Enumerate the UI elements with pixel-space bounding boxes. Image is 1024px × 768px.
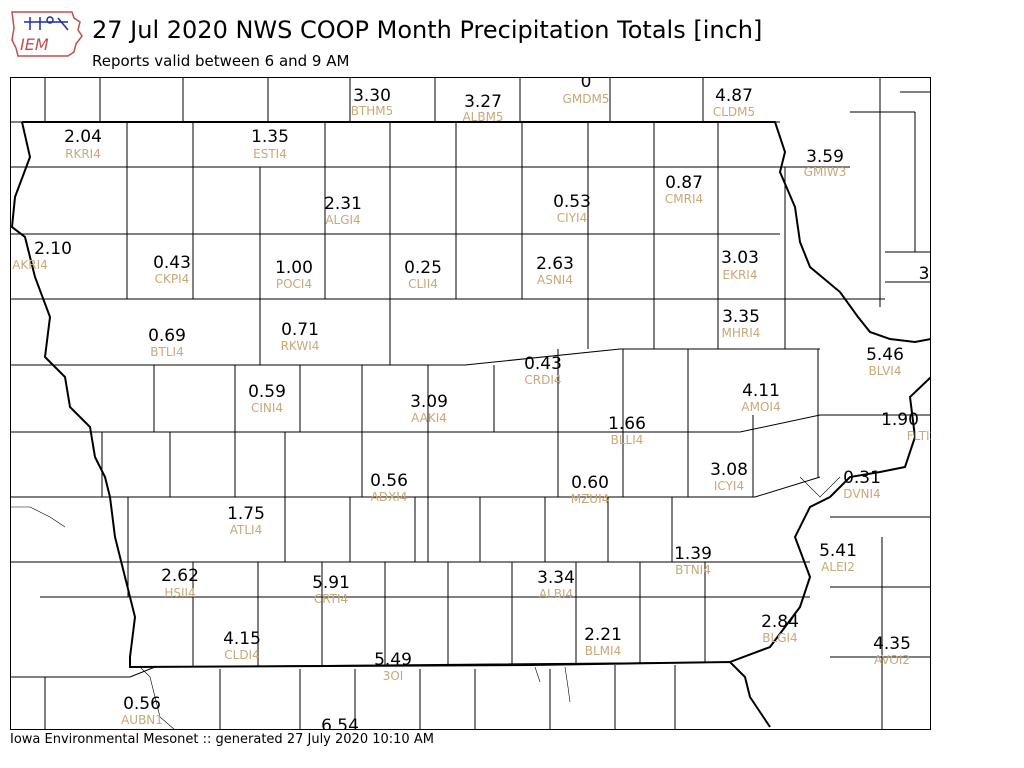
station-value: 2.62 bbox=[161, 566, 199, 586]
station-id: CLDI4 bbox=[224, 648, 259, 662]
station-id: MHRI4 bbox=[722, 326, 761, 340]
station-labels: 3.30 BTHM5 3.27 ALBM5 0 GMDM5 4.87 CLDM5… bbox=[12, 77, 931, 730]
minor-boundaries bbox=[10, 476, 841, 730]
station-id: BTNI4 bbox=[675, 563, 711, 577]
station-id: ADXI4 bbox=[371, 490, 408, 504]
station-id: ALBI4 bbox=[539, 587, 573, 601]
station-id: CKPI4 bbox=[155, 272, 190, 286]
station-value: 2.04 bbox=[64, 127, 102, 147]
state-borders bbox=[10, 121, 931, 728]
station-value: 0.25 bbox=[404, 258, 442, 278]
station-id: CLII4 bbox=[408, 277, 438, 291]
station-id: ALGI4 bbox=[325, 213, 360, 227]
station-value: 0.53 bbox=[553, 192, 591, 212]
station-value: 2.10 bbox=[34, 239, 72, 259]
station-value: 4.35 bbox=[873, 634, 911, 654]
station-value: 0.43 bbox=[153, 253, 191, 273]
station-value: 1.90 bbox=[881, 410, 919, 430]
station-value: 6.54 bbox=[321, 716, 359, 730]
station-value: 5.41 bbox=[819, 541, 857, 561]
station-value: 2.63 bbox=[536, 254, 574, 274]
station-id: AAKI4 bbox=[411, 411, 447, 425]
station-id: BTHM5 bbox=[351, 104, 394, 118]
station-id: AUBN1 bbox=[121, 713, 163, 727]
station-id: BLGI4 bbox=[762, 631, 797, 645]
station-value: 0.31 bbox=[843, 468, 881, 488]
station-value: 0.71 bbox=[281, 320, 319, 340]
station-value: 3 bbox=[919, 264, 930, 284]
station-id: BLVI4 bbox=[869, 364, 902, 378]
map-subtitle: Reports valid between 6 and 9 AM bbox=[92, 52, 350, 70]
station-value: 3.03 bbox=[721, 248, 759, 268]
station-id: FLTI2 bbox=[907, 429, 931, 443]
station-value: 5.49 bbox=[374, 650, 412, 670]
station-value: 0.59 bbox=[248, 382, 286, 402]
map-title: 27 Jul 2020 NWS COOP Month Precipitation… bbox=[92, 16, 763, 44]
station-value: 0.87 bbox=[665, 173, 703, 193]
station-value: 5.46 bbox=[866, 345, 904, 365]
station-id: HSII4 bbox=[164, 586, 195, 600]
station-id: BLLI4 bbox=[611, 433, 644, 447]
footer-credit: Iowa Environmental Mesonet :: generated … bbox=[10, 732, 434, 747]
station-id: AMOI4 bbox=[741, 400, 780, 414]
station-id: 3OI bbox=[383, 669, 404, 683]
station-id: CRDI4 bbox=[524, 373, 561, 387]
station-value: 3.08 bbox=[710, 460, 748, 480]
station-id: BLMI4 bbox=[585, 644, 621, 658]
station-id: ASNI4 bbox=[537, 273, 573, 287]
station-id: AVOI2 bbox=[874, 653, 910, 667]
station-id: AKRI4 bbox=[12, 258, 48, 272]
station-value: 0.56 bbox=[370, 471, 408, 491]
station-value: 4.15 bbox=[223, 629, 261, 649]
station-id: POCI4 bbox=[276, 277, 312, 291]
station-id: MZUI4 bbox=[571, 492, 610, 506]
station-id: CMRI4 bbox=[665, 192, 703, 206]
station-id: CINI4 bbox=[251, 401, 283, 415]
station-value: 4.87 bbox=[715, 86, 753, 106]
station-id: RKRI4 bbox=[65, 147, 101, 161]
station-value: 3.27 bbox=[464, 92, 502, 112]
station-value: 3.34 bbox=[537, 568, 575, 588]
station-value: 1.39 bbox=[674, 544, 712, 564]
station-value: 2.21 bbox=[584, 625, 622, 645]
station-value: 3.59 bbox=[806, 147, 844, 167]
station-value: 5.91 bbox=[312, 573, 350, 593]
station-value: 3.09 bbox=[410, 392, 448, 412]
station-value: 0.69 bbox=[148, 326, 186, 346]
station-value: 4.11 bbox=[742, 381, 780, 401]
station-id: ATLI4 bbox=[230, 523, 262, 537]
station-value: 1.35 bbox=[251, 127, 289, 147]
station-id: BTLI4 bbox=[150, 345, 183, 359]
county-borders bbox=[10, 77, 931, 730]
station-id: ESTI4 bbox=[253, 147, 287, 161]
station-id: DVNI4 bbox=[843, 487, 880, 501]
station-id: CLDM5 bbox=[713, 105, 755, 119]
station-value: 1.75 bbox=[227, 504, 265, 524]
station-id: GMDM5 bbox=[563, 92, 610, 106]
station-value: 1.00 bbox=[275, 258, 313, 278]
station-value: 1.66 bbox=[608, 414, 646, 434]
iowa-county-map: 3.30 BTHM5 3.27 ALBM5 0 GMDM5 4.87 CLDM5… bbox=[10, 77, 931, 730]
station-id: ICYI4 bbox=[714, 479, 744, 493]
station-id: CRTI4 bbox=[314, 592, 348, 606]
station-id: ALEI2 bbox=[821, 560, 855, 574]
station-id: GMIW3 bbox=[804, 165, 847, 179]
logo-text: IEM bbox=[20, 35, 49, 54]
station-value: 3.35 bbox=[722, 307, 760, 327]
station-value: 0.43 bbox=[524, 354, 562, 374]
station-id: RKWI4 bbox=[281, 339, 320, 353]
station-value: 2.31 bbox=[324, 194, 362, 214]
station-id: CIYI4 bbox=[557, 211, 587, 225]
station-value: 2.84 bbox=[761, 612, 799, 632]
station-value: 0.56 bbox=[123, 694, 161, 714]
station-id: ALBM5 bbox=[462, 110, 503, 124]
iem-logo: IEM bbox=[10, 8, 84, 60]
station-value: 0.60 bbox=[571, 473, 609, 493]
station-value: 3.30 bbox=[353, 86, 391, 106]
station-value: 0 bbox=[581, 77, 592, 92]
station-id: EKRI4 bbox=[723, 268, 758, 282]
